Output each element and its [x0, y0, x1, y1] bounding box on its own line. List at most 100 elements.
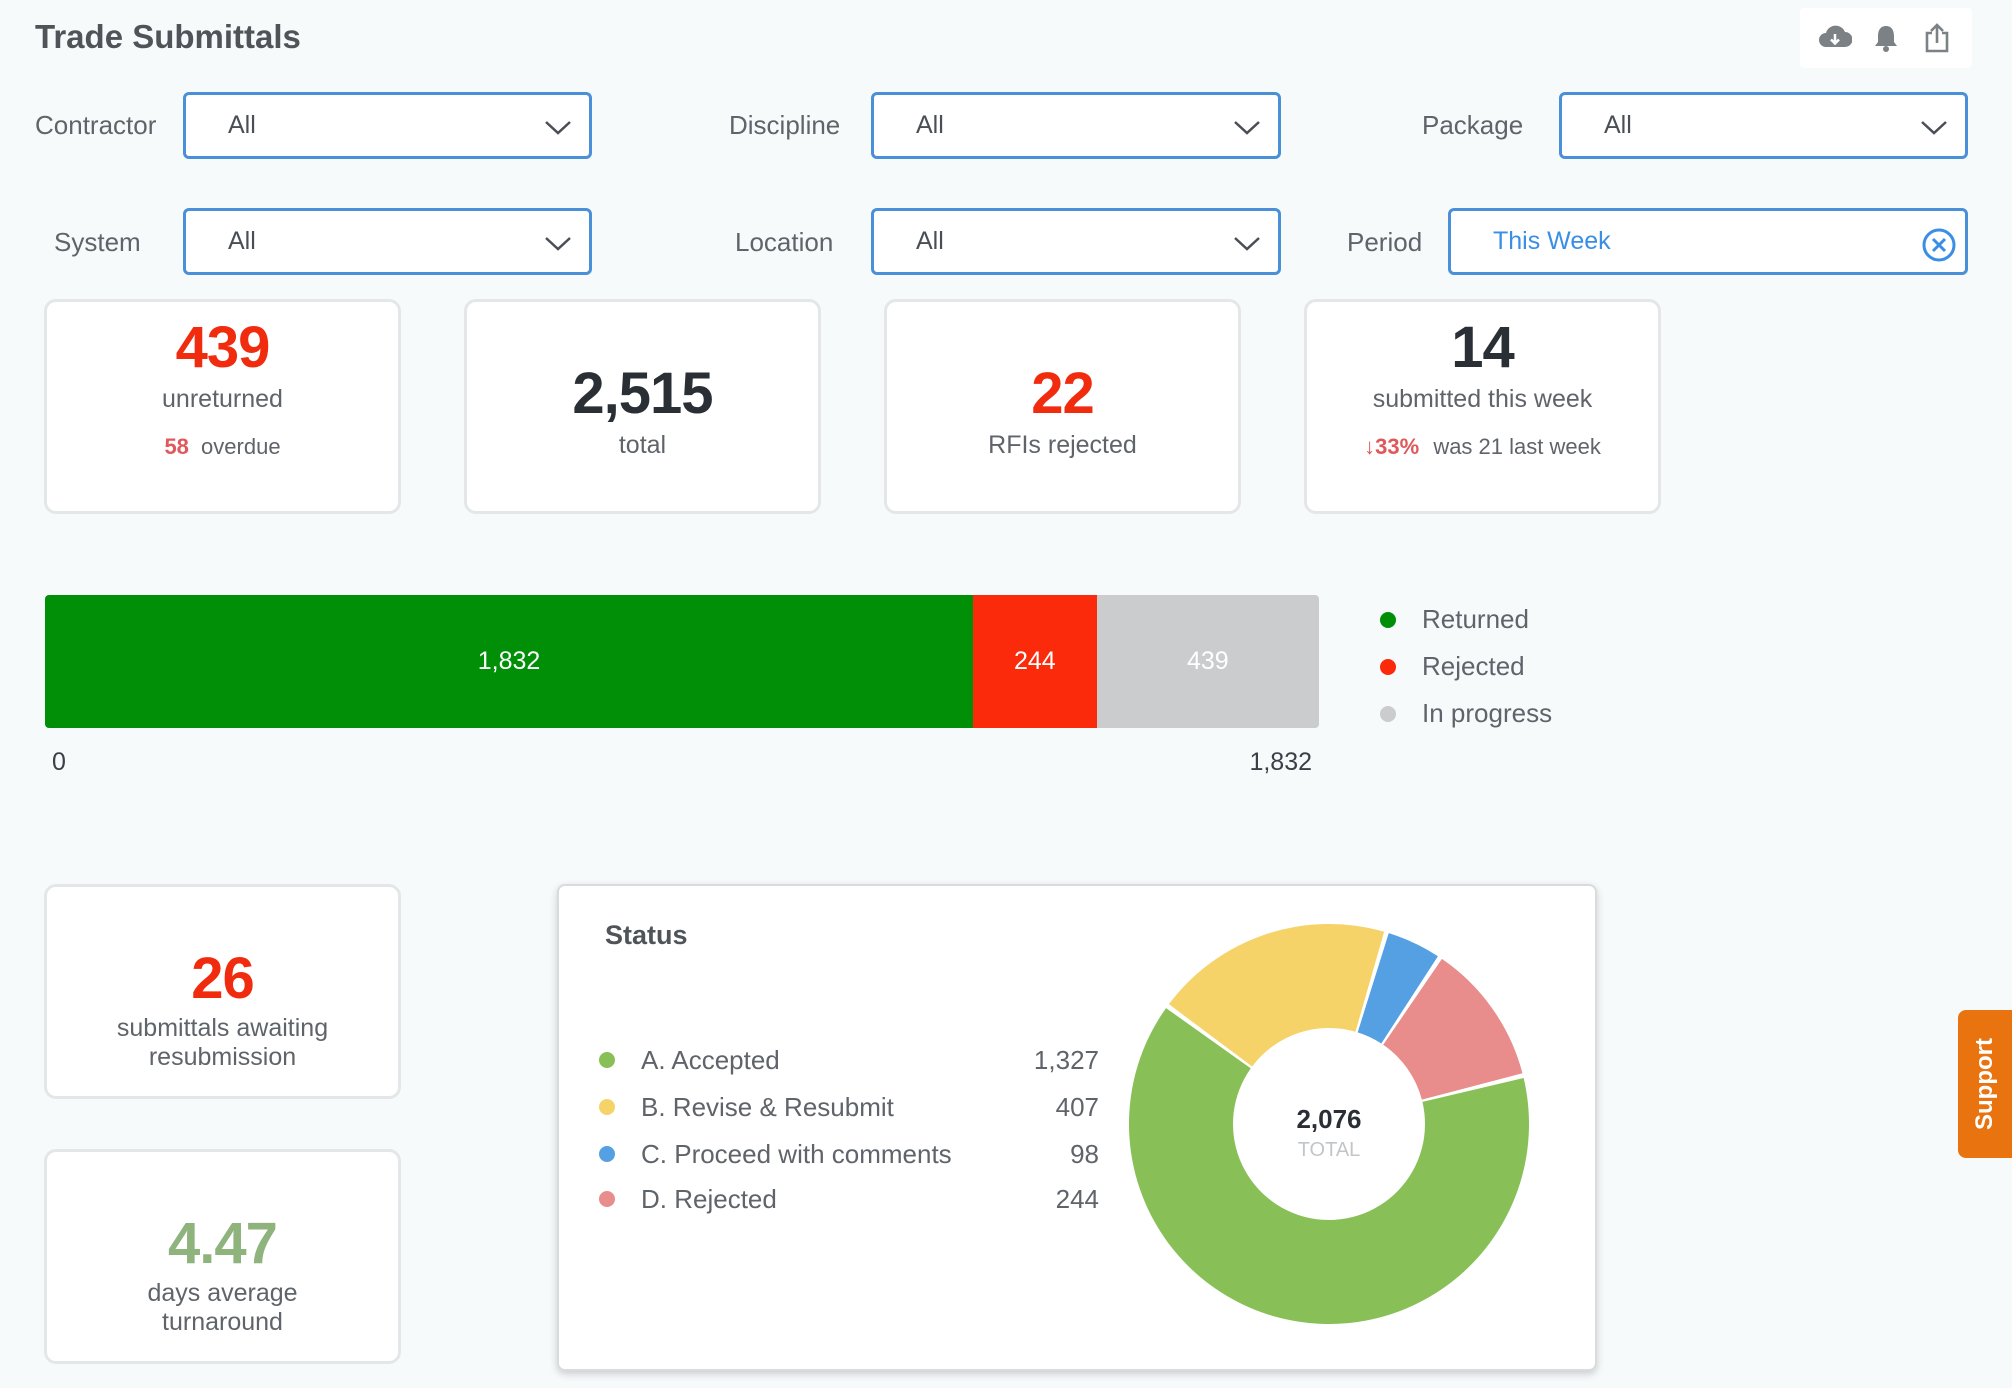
- discipline-select[interactable]: All: [871, 92, 1281, 159]
- bar-segment-label: 439: [1186, 647, 1229, 675]
- chevron-down-icon: [545, 237, 571, 251]
- overdue-label: overdue: [201, 434, 281, 459]
- awaiting-label-2: resubmission: [148, 1043, 297, 1071]
- awaiting-label-1: submittals awaiting: [116, 1014, 329, 1042]
- status-row-revise[interactable]: B. Revise & Resubmit 407: [599, 1089, 1099, 1125]
- overdue-count: 58: [164, 434, 189, 459]
- weekly-change: ↓33% was 21 last week: [1307, 434, 1658, 460]
- download-cloud-icon[interactable]: [1817, 20, 1853, 56]
- turnaround-value: 4.47: [168, 1211, 278, 1276]
- unreturned-card[interactable]: 439 unreturned 58 overdue: [44, 299, 401, 514]
- legend-in-progress[interactable]: In progress: [1380, 698, 1552, 729]
- chevron-down-icon: [1921, 121, 1947, 135]
- share-icon[interactable]: [1919, 20, 1955, 56]
- revise-value: 407: [1055, 1091, 1099, 1122]
- total-value: 2,515: [572, 361, 713, 426]
- rfis-rejected-card[interactable]: 22 RFIs rejected: [884, 299, 1241, 514]
- status-row-proceed[interactable]: C. Proceed with comments 98: [599, 1136, 1099, 1172]
- status-rejected-dot: [599, 1191, 615, 1207]
- discipline-value: All: [916, 111, 944, 139]
- accepted-value: 1,327: [1033, 1044, 1099, 1075]
- page-title: Trade Submittals: [35, 18, 301, 55]
- legend-returned-label: Returned: [1422, 604, 1529, 634]
- unreturned-value: 439: [175, 315, 271, 380]
- contractor-value: All: [228, 111, 256, 139]
- submitted-label: submitted this week: [1372, 385, 1593, 413]
- status-row-rejected[interactable]: D. Rejected 244: [599, 1181, 1099, 1217]
- support-label: Support: [1971, 1038, 1999, 1130]
- axis-max-label: 1,832: [1249, 748, 1312, 776]
- period-select[interactable]: This Week: [1448, 208, 1968, 275]
- contractor-select[interactable]: All: [183, 92, 592, 159]
- contractor-label: Contractor: [35, 110, 157, 140]
- revise-dot: [599, 1099, 615, 1115]
- arrow-down-icon: ↓: [1364, 434, 1376, 459]
- clear-icon[interactable]: [1919, 225, 1959, 265]
- turnaround-label-1: days average: [147, 1279, 298, 1307]
- period-value: This Week: [1493, 227, 1611, 255]
- period-label: Period: [1347, 227, 1423, 257]
- bell-icon[interactable]: [1868, 20, 1904, 56]
- bar-segment-rejected[interactable]: 244: [973, 595, 1097, 728]
- rfis-rejected-label: RFIs rejected: [988, 431, 1137, 459]
- submitted-value: 14: [1451, 315, 1515, 380]
- legend-in-progress-label: In progress: [1422, 698, 1553, 728]
- awaiting-card[interactable]: 26 submittals awaiting resubmission: [44, 884, 401, 1099]
- awaiting-value: 26: [191, 946, 255, 1011]
- accepted-label: A. Accepted: [641, 1044, 780, 1075]
- discipline-label: Discipline: [729, 110, 841, 140]
- status-rejected-label: D. Rejected: [641, 1183, 777, 1214]
- status-card: Status A. Accepted 1,327 B. Revise & Res…: [557, 884, 1597, 1371]
- in-progress-dot: [1380, 705, 1396, 722]
- donut-slice-proceed-with-comments[interactable]: [1357, 933, 1438, 1044]
- donut-slice-rejected[interactable]: [1383, 958, 1523, 1100]
- unreturned-label: unreturned: [162, 385, 283, 413]
- bar-segment-returned[interactable]: 1,832: [45, 595, 974, 728]
- support-tab[interactable]: Support: [1958, 1010, 2012, 1158]
- package-select[interactable]: All: [1559, 92, 1968, 159]
- chevron-down-icon: [1234, 237, 1260, 251]
- location-label: Location: [735, 227, 834, 257]
- proceed-label: C. Proceed with comments: [641, 1138, 952, 1169]
- legend-rejected[interactable]: Rejected: [1380, 651, 1525, 682]
- system-label: System: [54, 227, 141, 257]
- returned-dot: [1380, 611, 1396, 628]
- progress-bar: 1,832 244 439: [45, 595, 1319, 728]
- rejected-dot: [1380, 658, 1396, 675]
- revise-label: B. Revise & Resubmit: [641, 1091, 894, 1122]
- change-percent: 33%: [1375, 434, 1420, 459]
- status-row-accepted[interactable]: A. Accepted 1,327: [599, 1042, 1099, 1078]
- proceed-dot: [599, 1146, 615, 1162]
- proceed-value: 98: [1070, 1138, 1099, 1169]
- status-title: Status: [605, 920, 688, 950]
- total-label: total: [618, 431, 667, 459]
- top-actions: [1800, 8, 1972, 68]
- chevron-down-icon: [1234, 121, 1260, 135]
- donut-total-value: 2,076: [1296, 1104, 1361, 1134]
- turnaround-card[interactable]: 4.47 days average turnaround: [44, 1149, 401, 1364]
- package-label: Package: [1422, 110, 1524, 140]
- donut-slice-revise-resubmit[interactable]: [1168, 924, 1385, 1067]
- system-value: All: [228, 227, 256, 255]
- total-card[interactable]: 2,515 total: [464, 299, 821, 514]
- status-rejected-value: 244: [1055, 1183, 1099, 1214]
- donut-slice-accepted[interactable]: [1129, 1008, 1529, 1324]
- status-donut-chart: 2,076 TOTAL: [1129, 924, 1529, 1324]
- axis-min-label: 0: [52, 748, 66, 776]
- location-value: All: [916, 227, 944, 255]
- turnaround-label-2: turnaround: [162, 1308, 283, 1336]
- chevron-down-icon: [545, 121, 571, 135]
- comparison-text: was 21 last week: [1433, 434, 1601, 459]
- package-value: All: [1604, 111, 1632, 139]
- legend-rejected-label: Rejected: [1422, 651, 1525, 681]
- donut-total-label: TOTAL: [1298, 1139, 1361, 1161]
- bar-segment-label: 244: [1013, 647, 1056, 675]
- system-select[interactable]: All: [183, 208, 592, 275]
- bar-segment-in-progress[interactable]: 439: [1096, 595, 1319, 728]
- submitted-card[interactable]: 14 submitted this week ↓33% was 21 last …: [1304, 299, 1661, 514]
- location-select[interactable]: All: [871, 208, 1281, 275]
- legend-returned[interactable]: Returned: [1380, 604, 1529, 635]
- bar-segment-label: 1,832: [477, 647, 541, 675]
- overdue-line: 58 overdue: [47, 434, 398, 460]
- rfis-rejected-value: 22: [1031, 361, 1095, 426]
